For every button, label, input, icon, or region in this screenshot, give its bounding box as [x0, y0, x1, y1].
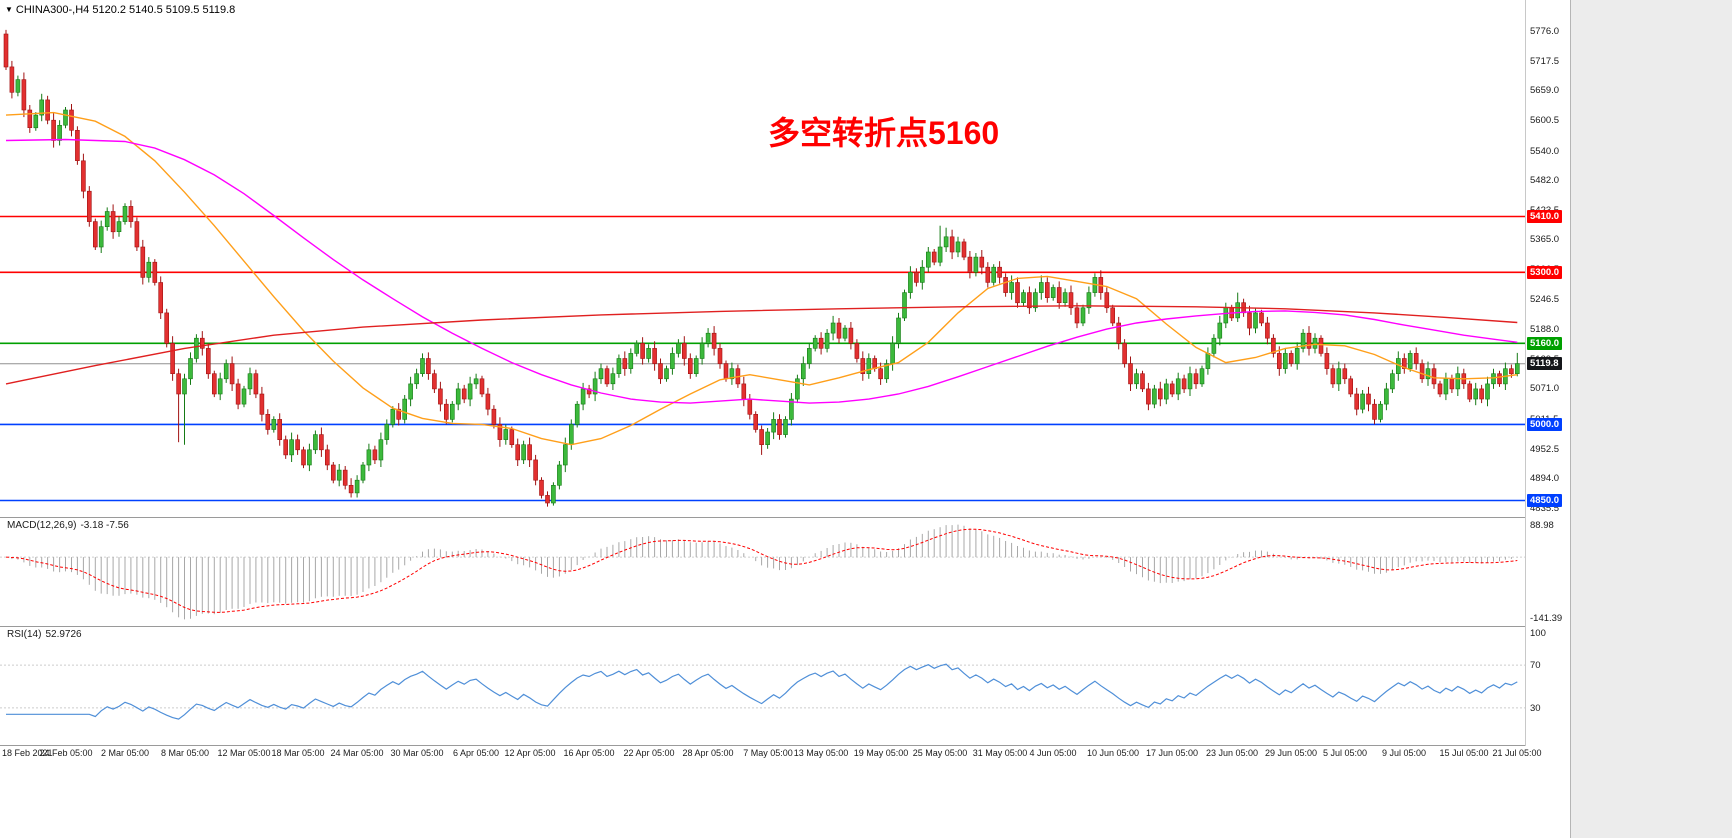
time-tick: 30 Mar 05:00: [390, 748, 444, 758]
time-tick: 31 May 05:00: [972, 748, 1028, 758]
time-tick: 10 Jun 05:00: [1086, 748, 1140, 758]
chart-annotation-text[interactable]: 多空转折点5160: [768, 115, 1000, 151]
macd-axis-min: -141.39: [1530, 613, 1563, 624]
time-axis[interactable]: 18 Feb 2021 24 Feb 05:00 2 Mar 05:00 8 Mar …: [0, 746, 1570, 768]
rsi-indicator-header: RSI(14) 52.9726: [7, 629, 82, 640]
chart-dropdown-icon[interactable]: ▼: [5, 5, 13, 14]
time-tick: 17 Jun 05:00: [1145, 748, 1199, 758]
price-tick: 4894.0: [1530, 473, 1560, 485]
rsi-pane[interactable]: [0, 627, 1525, 745]
price-tick: 5246.5: [1530, 294, 1560, 306]
time-tick: 7 May 05:00: [743, 748, 793, 758]
time-tick: 12 Mar 05:00: [217, 748, 271, 758]
pane-separator: [0, 745, 1570, 746]
current-price-badge[interactable]: 5119.8: [1527, 357, 1562, 371]
time-tick: 29 Jun 05:00: [1264, 748, 1318, 758]
ma-slow-magenta-line: [5, 138, 1518, 404]
ma-fast-orange-line: [5, 111, 1518, 446]
time-tick: 15 Jul 05:00: [1439, 748, 1489, 758]
price-tick: 5482.0: [1530, 175, 1560, 187]
time-tick: 12 Apr 05:00: [504, 748, 556, 758]
time-tick: 13 May 05:00: [793, 748, 849, 758]
price-tick: 5540.0: [1530, 145, 1560, 157]
pane-separator[interactable]: [0, 626, 1570, 627]
time-tick: 25 May 05:00: [912, 748, 968, 758]
right-side-panel: [1570, 0, 1732, 838]
price-badge-5410.0[interactable]: 5410.0: [1527, 210, 1563, 224]
pane-separator[interactable]: [0, 517, 1570, 518]
macd-histogram: [11, 524, 1518, 620]
price-tick: 5365.0: [1530, 234, 1560, 246]
time-tick: 23 Jun 05:00: [1205, 748, 1259, 758]
price-tick: 5600.5: [1530, 114, 1560, 126]
price-tick: 5071.0: [1530, 383, 1560, 395]
price-tick: 5717.5: [1530, 55, 1560, 67]
price-axis[interactable]: 5776.05717.55659.05600.55540.05482.05423…: [1525, 0, 1570, 746]
time-tick: 6 Apr 05:00: [452, 748, 500, 758]
price-pane[interactable]: [0, 0, 1525, 517]
rsi-axis-tick: 100: [1530, 627, 1546, 639]
chart-header: ▼ CHINA300-,H4 5120.2 5140.5 5109.5 5119.…: [5, 4, 235, 16]
time-tick: 2 Mar 05:00: [100, 748, 150, 758]
time-tick: 18 Mar 05:00: [271, 748, 325, 758]
rsi-line: [6, 663, 1518, 720]
rsi-axis-tick: 70: [1530, 660, 1541, 672]
price-tick: 4835.5: [1530, 502, 1560, 514]
macd-axis-max: 88.98: [1530, 520, 1554, 531]
macd-values: -3.18 -7.56: [80, 520, 129, 531]
ma-long-red-line: [5, 305, 1518, 385]
time-tick: 16 Apr 05:00: [563, 748, 615, 758]
rsi-axis-tick: 30: [1530, 702, 1541, 714]
price-badge-5160.0[interactable]: 5160.0: [1527, 336, 1563, 350]
price-badge-5000.0[interactable]: 5000.0: [1527, 417, 1563, 431]
price-badge-5300.0[interactable]: 5300.0: [1527, 265, 1563, 279]
time-tick: 24 Feb 05:00: [39, 748, 93, 758]
macd-label: MACD(12,26,9): [7, 520, 77, 531]
ohlc-values: 5120.2 5140.5 5109.5 5119.8: [92, 4, 236, 16]
time-tick: 18 Feb 2021: [2, 748, 53, 758]
symbol-timeframe-label: CHINA300-,H4: [15, 4, 90, 16]
macd-pane[interactable]: [0, 518, 1525, 626]
time-tick: 8 Mar 05:00: [160, 748, 210, 758]
time-tick: 4 Jun 05:00: [1029, 748, 1077, 758]
time-tick: 5 Jul 05:00: [1322, 748, 1368, 758]
rsi-value: 52.9726: [45, 629, 82, 640]
time-tick: 22 Apr 05:00: [623, 748, 675, 758]
price-tick: 4952.5: [1530, 443, 1560, 455]
macd-signal-line: [5, 528, 1518, 613]
price-badge-4850.0[interactable]: 4850.0: [1527, 494, 1563, 507]
time-tick: 28 Apr 05:00: [682, 748, 734, 758]
price-tick: 5776.0: [1530, 25, 1560, 37]
time-tick: 19 May 05:00: [853, 748, 909, 758]
price-tick: 5659.0: [1530, 85, 1560, 97]
time-tick: 24 Mar 05:00: [330, 748, 384, 758]
rsi-label: RSI(14): [7, 629, 42, 640]
time-tick: 9 Jul 05:00: [1381, 748, 1427, 758]
price-tick: 5188.0: [1530, 324, 1560, 336]
time-tick: 21 Jul 05:00: [1492, 748, 1542, 758]
candles-layer: [3, 29, 1520, 507]
macd-indicator-header: MACD(12,26,9) -3.18 -7.56: [7, 520, 129, 531]
